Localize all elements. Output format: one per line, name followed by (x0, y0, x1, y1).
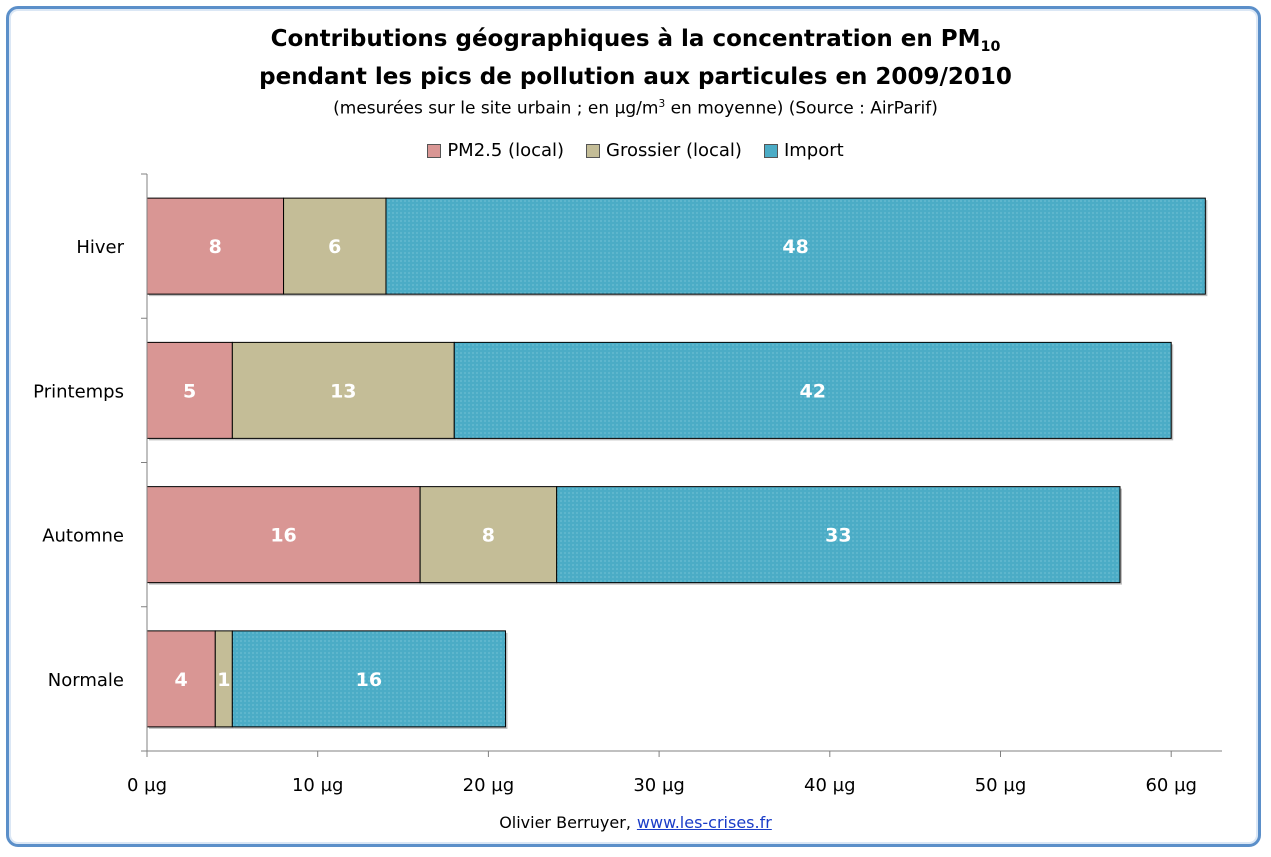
data-label: 5 (183, 380, 196, 402)
chart-title-line-2: pendant les pics de pollution aux partic… (259, 64, 1012, 90)
data-label: 33 (825, 525, 851, 547)
bar-segment-printemps-0 (146, 341, 233, 439)
credit-line: Olivier Berruyer, www.les-crises.fr (0, 813, 1271, 832)
chart-subtitle: (mesurées sur le site urbain ; en µg/m3 … (0, 98, 1271, 118)
x-tick-label: 30 µg (633, 775, 685, 796)
category-label: Hiver (76, 237, 124, 258)
bar-segment-automne-2 (556, 486, 1121, 584)
credit-author: Olivier Berruyer, (499, 813, 631, 832)
data-label: 1 (217, 669, 230, 691)
credit-link[interactable]: www.les-crises.fr (636, 813, 772, 832)
data-label: 16 (356, 669, 382, 691)
legend-label-pm25: PM2.5 (local) (447, 140, 565, 161)
bar-segment-printemps-1 (231, 341, 455, 439)
legend: PM2.5 (local) Grossier (local) Import (0, 140, 1271, 161)
legend-item-grossier: Grossier (local) (586, 140, 742, 161)
legend-swatch-grossier (586, 143, 601, 158)
bar-segment-hiver-1 (283, 197, 387, 295)
legend-item-import: Import (763, 140, 844, 161)
x-tick-label: 60 µg (1145, 775, 1197, 796)
bar-segment-printemps-2 (453, 341, 1172, 439)
x-tick-label: 20 µg (463, 775, 515, 796)
bar-segment-hiver-2 (385, 197, 1206, 295)
bar-segment-automne-0 (146, 486, 421, 584)
title-text: Contributions géographiques à la concent… (270, 26, 981, 52)
data-label: 8 (209, 236, 222, 258)
x-tick-label: 10 µg (292, 775, 344, 796)
category-label: Printemps (33, 381, 124, 402)
subtitle-superscript: 3 (658, 98, 666, 110)
legend-item-pm25: PM2.5 (local) (427, 140, 564, 161)
legend-swatch-import (763, 143, 778, 158)
x-tick-label: 0 µg (127, 775, 167, 796)
category-label: Automne (42, 526, 124, 547)
legend-swatch-pm25 (427, 143, 442, 158)
subtitle-post: en moyenne) (Source : AirParif) (665, 98, 938, 119)
legend-label-import: Import (783, 140, 844, 161)
data-label: 4 (175, 669, 188, 691)
data-label: 16 (270, 525, 296, 547)
chart-title-line-1: Contributions géographiques à la concent… (0, 26, 1271, 55)
category-label: Normale (48, 670, 124, 691)
bar-segment-normale-2 (231, 630, 506, 728)
bar-segment-normale-0 (146, 630, 216, 728)
data-label: 6 (328, 236, 341, 258)
x-tick-label: 40 µg (804, 775, 856, 796)
data-label: 13 (330, 380, 356, 402)
bar-segment-hiver-0 (146, 197, 285, 295)
data-label: 48 (782, 236, 808, 258)
subtitle-pre: (mesurées sur le site urbain ; en µg/m (333, 98, 659, 119)
data-label: 8 (482, 525, 495, 547)
x-tick-label: 50 µg (975, 775, 1027, 796)
data-label: 42 (800, 380, 826, 402)
title-subscript: 10 (980, 38, 1001, 55)
legend-label-grossier: Grossier (local) (606, 140, 742, 161)
